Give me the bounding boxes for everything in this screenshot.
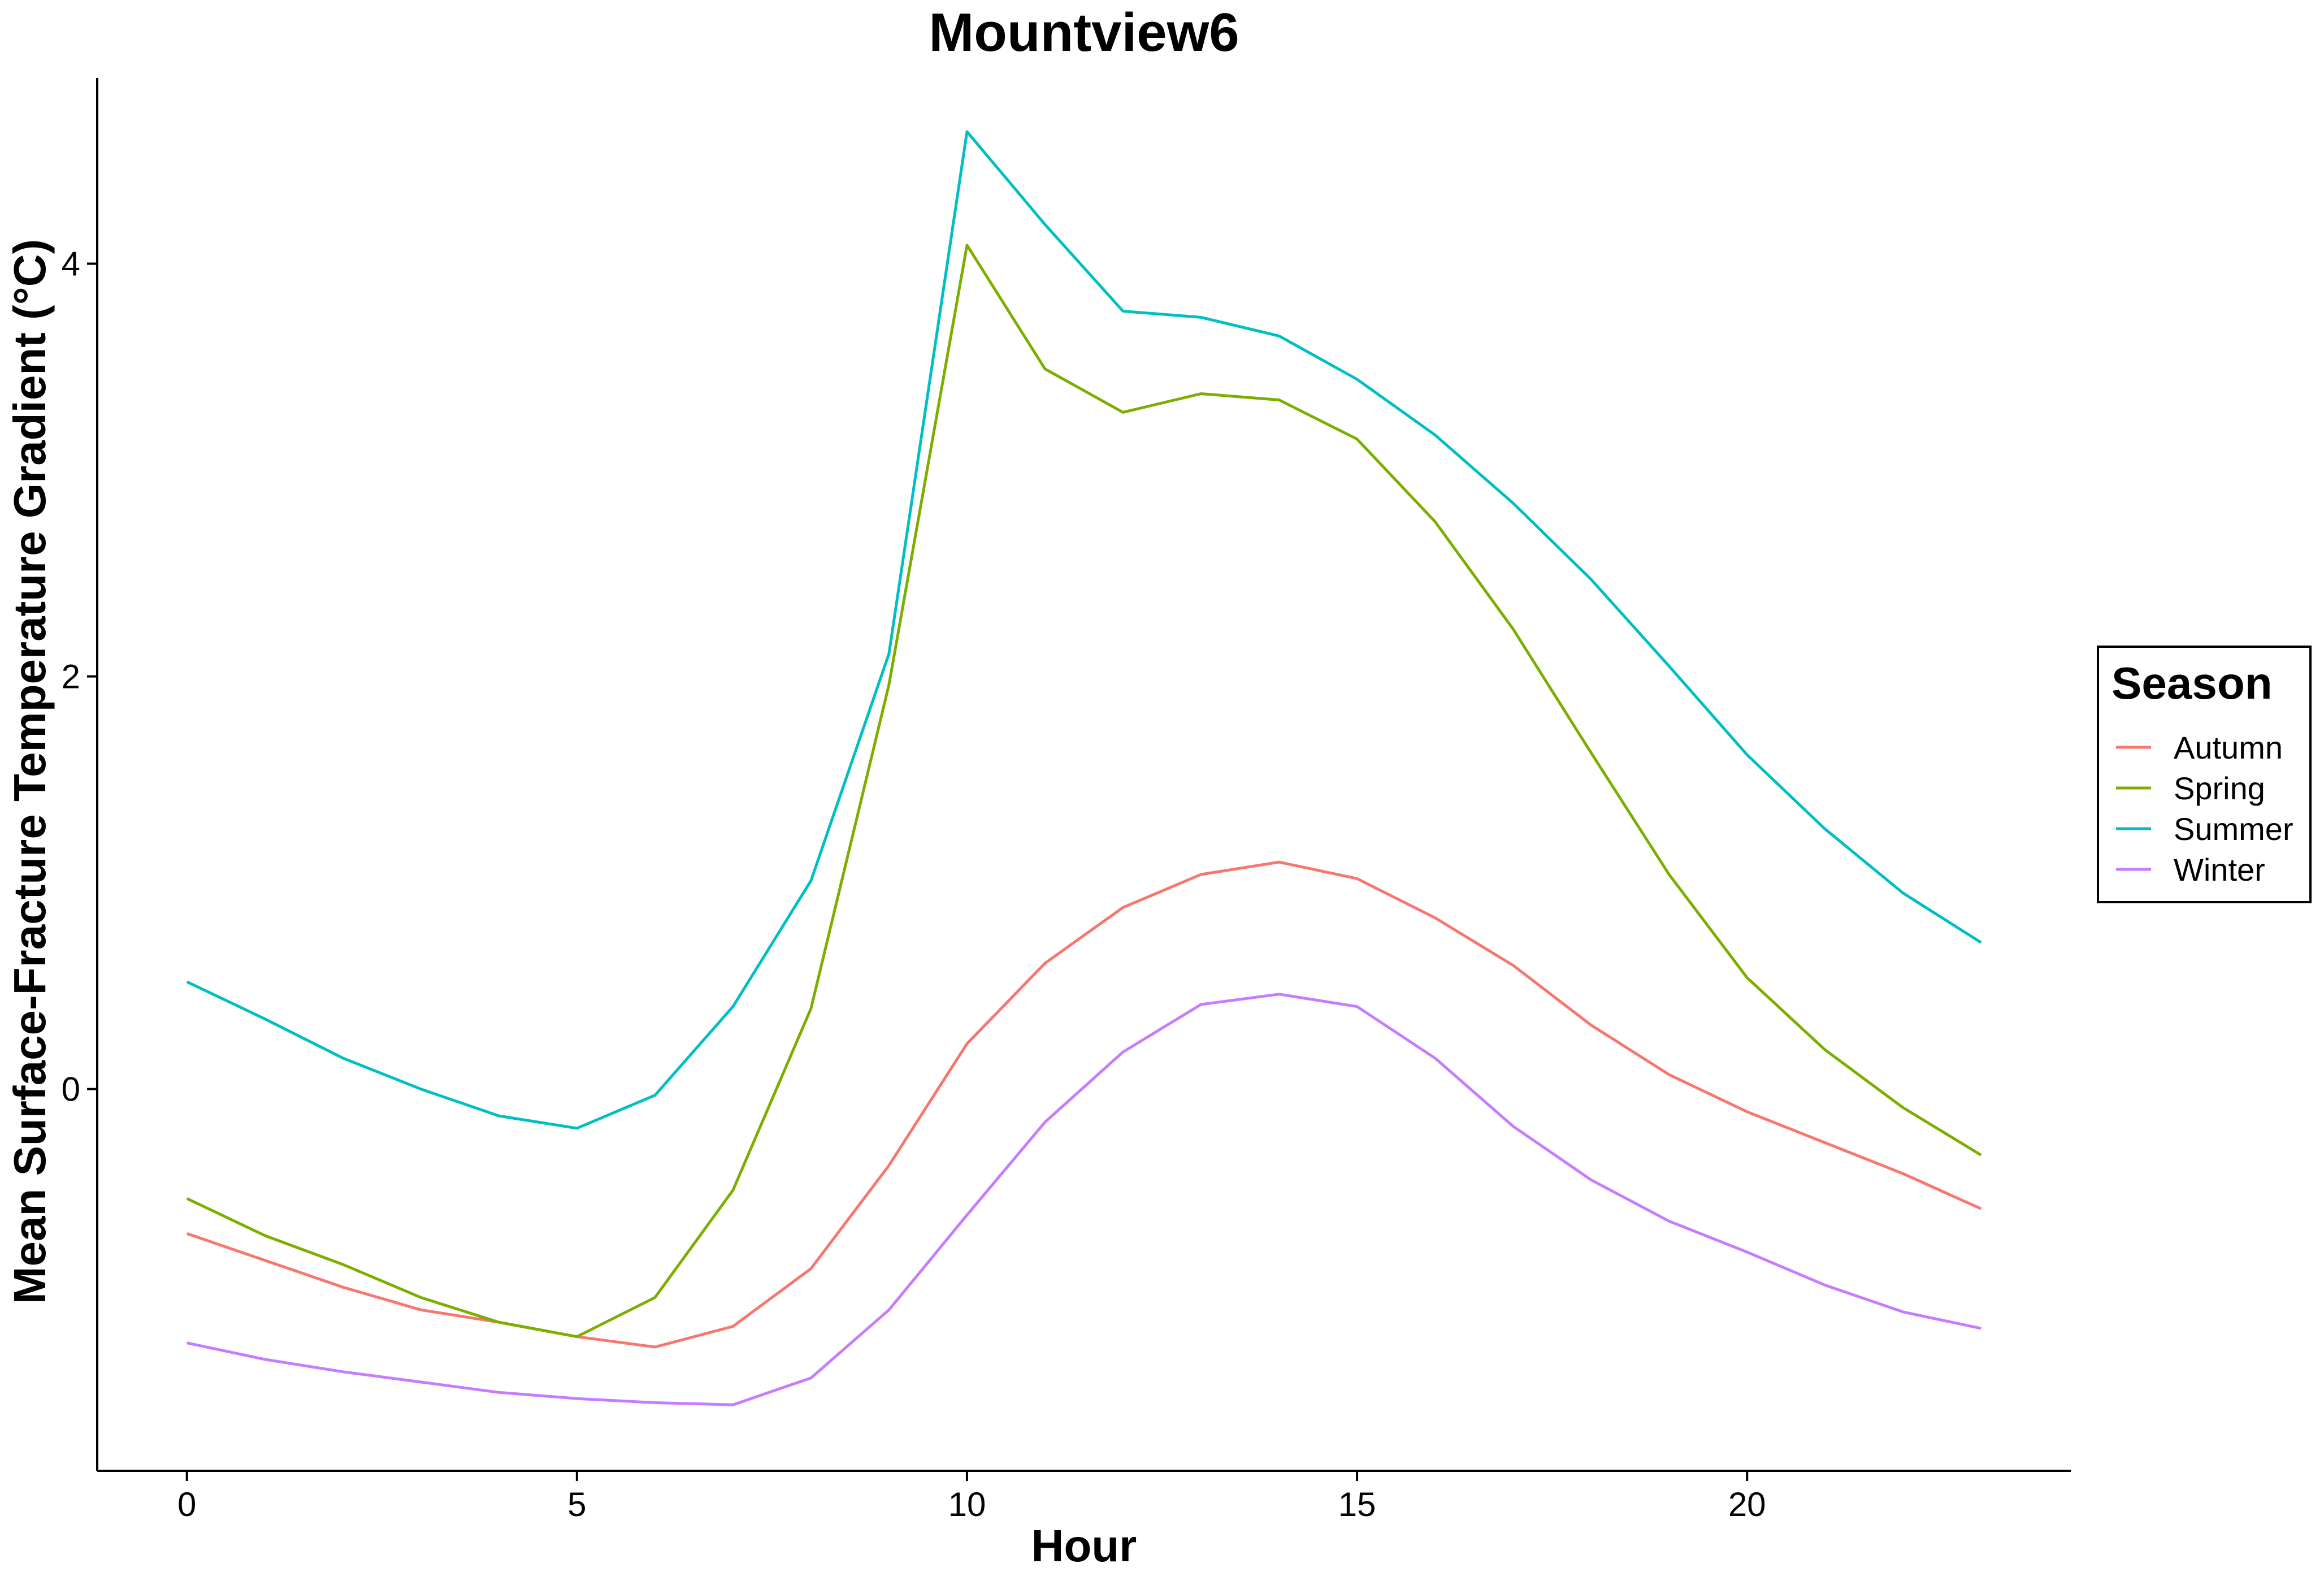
legend-items: Autumn Spring Summer Winter: [2116, 730, 2293, 887]
x-axis: 0 5 10 15 20: [97, 1470, 2071, 1523]
y-axis: 0 2 4: [62, 78, 98, 1471]
series-line-summer: [186, 130, 1982, 1130]
legend-item-summer: Summer: [2116, 811, 2293, 847]
y-tick-label: 0: [62, 1071, 80, 1108]
x-tick-label: 0: [177, 1486, 196, 1523]
x-tick-label: 20: [1728, 1486, 1766, 1523]
legend-item-winter: Winter: [2116, 852, 2265, 887]
series-line-winter: [187, 993, 1982, 1406]
legend-item-spring: Spring: [2116, 770, 2265, 806]
legend-label: Summer: [2174, 811, 2293, 847]
chart-title: Mountview6: [929, 2, 1239, 63]
legend-title: Season: [2111, 658, 2273, 708]
x-tick-label: 15: [1338, 1486, 1376, 1523]
x-axis-title: Hour: [1031, 1521, 1137, 1571]
y-tick-label: 2: [62, 658, 80, 696]
plot-area: [186, 130, 1982, 1406]
y-axis-title: Mean Surface-Fracture Temperature Gradie…: [5, 239, 55, 1304]
legend-label: Spring: [2174, 770, 2265, 806]
y-tick-label: 4: [62, 245, 80, 283]
series-line-spring: [186, 244, 1982, 1339]
legend: Season Autumn Spring Summer Winter: [2097, 646, 2312, 903]
x-tick-label: 10: [948, 1486, 986, 1523]
legend-item-autumn: Autumn: [2116, 730, 2283, 765]
legend-label: Winter: [2174, 852, 2265, 887]
legend-label: Autumn: [2174, 730, 2283, 765]
series-line-autumn: [186, 860, 1982, 1349]
legend-box: [2097, 646, 2312, 903]
x-tick-label: 5: [567, 1486, 586, 1523]
